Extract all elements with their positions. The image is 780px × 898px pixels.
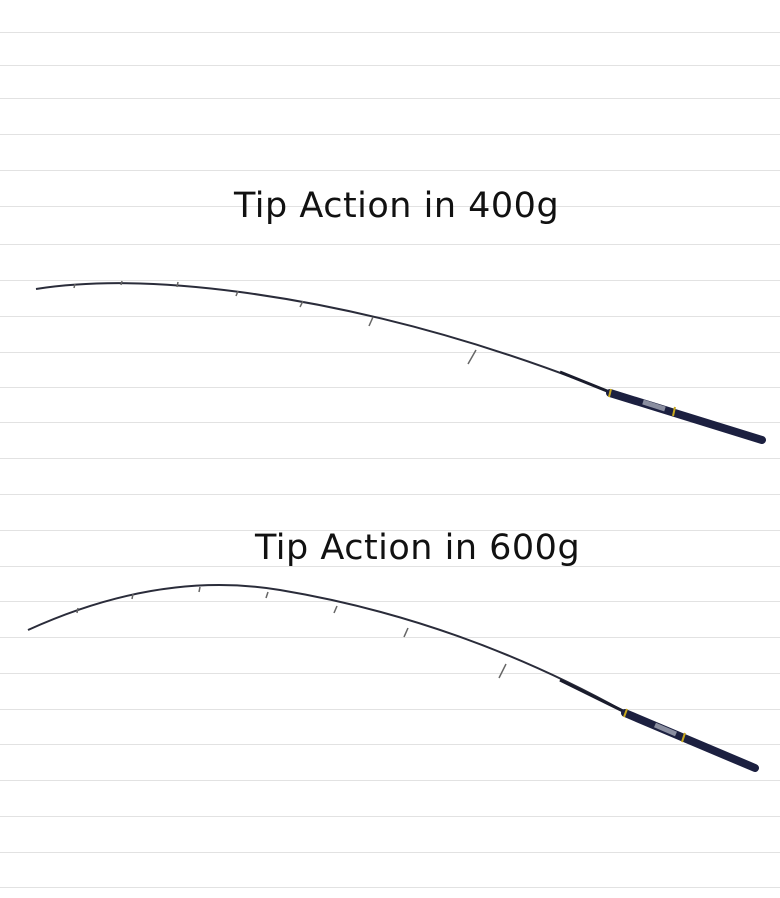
rod-blank-butt	[559, 370, 613, 395]
ruled-line	[0, 98, 780, 99]
ruled-line	[0, 352, 780, 353]
reel-seat	[642, 399, 666, 412]
rod-handle	[621, 709, 759, 772]
ruled-line	[0, 530, 780, 531]
reel-seat	[654, 722, 677, 737]
ruled-line	[0, 280, 780, 281]
ruled-line	[0, 494, 780, 495]
ruled-line	[0, 887, 780, 888]
fishing-rod-400g	[35, 280, 766, 444]
ruled-line	[0, 709, 780, 710]
reel-seat-ring	[672, 406, 676, 417]
ruled-line	[0, 422, 780, 423]
ruled-line	[0, 780, 780, 781]
reel-seat-ring	[623, 708, 628, 718]
ruled-line	[0, 673, 780, 674]
ruled-line	[0, 244, 780, 245]
fishing-rod-600g	[27, 584, 759, 772]
panel-title-400g: Tip Action in 400g	[234, 186, 560, 226]
rod-guides	[76, 586, 507, 679]
rod-blank	[27, 584, 626, 713]
panel-title-600g: Tip Action in 600g	[255, 528, 581, 568]
ruled-line	[0, 852, 780, 853]
rod-blank	[35, 282, 611, 393]
ruled-line	[0, 387, 780, 388]
ruled-line	[0, 601, 780, 602]
ruled-line	[0, 134, 780, 135]
rod-blank-butt	[559, 678, 628, 715]
reel-seat-ring	[608, 388, 612, 398]
ruled-line	[0, 458, 780, 459]
ruled-line	[0, 32, 780, 33]
ruled-line	[0, 170, 780, 171]
ruled-line	[0, 65, 780, 66]
ruled-line	[0, 566, 780, 567]
ruled-line	[0, 744, 780, 745]
rod-guides	[73, 280, 477, 365]
ruled-line	[0, 816, 780, 817]
rod-handle	[606, 389, 766, 444]
reel-seat-ring	[681, 732, 686, 743]
ruled-line	[0, 316, 780, 317]
ruled-line	[0, 637, 780, 638]
ruled-line	[0, 206, 780, 207]
